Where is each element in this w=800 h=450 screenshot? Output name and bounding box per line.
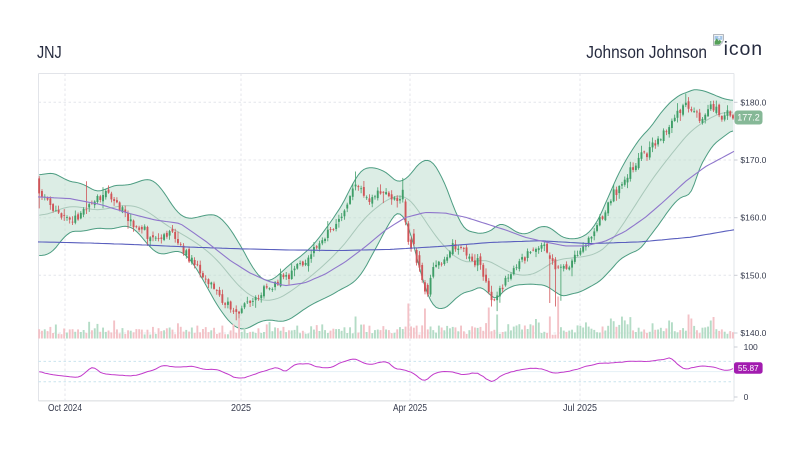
svg-text:55.87: 55.87: [738, 363, 759, 373]
svg-text:Jul 2025: Jul 2025: [563, 403, 597, 414]
svg-text:$170.0: $170.0: [740, 155, 766, 165]
svg-text:2025: 2025: [231, 403, 252, 414]
svg-text:$140.0: $140.0: [740, 328, 766, 338]
svg-text:Oct 2024: Oct 2024: [48, 403, 82, 414]
svg-text:0: 0: [744, 392, 749, 402]
svg-text:$160.0: $160.0: [740, 213, 766, 223]
svg-text:177.2: 177.2: [737, 113, 760, 123]
svg-text:$150.0: $150.0: [740, 270, 766, 280]
svg-text:$180.0: $180.0: [740, 97, 766, 107]
svg-text:Apr 2025: Apr 2025: [393, 403, 427, 414]
svg-text:100: 100: [744, 342, 758, 352]
